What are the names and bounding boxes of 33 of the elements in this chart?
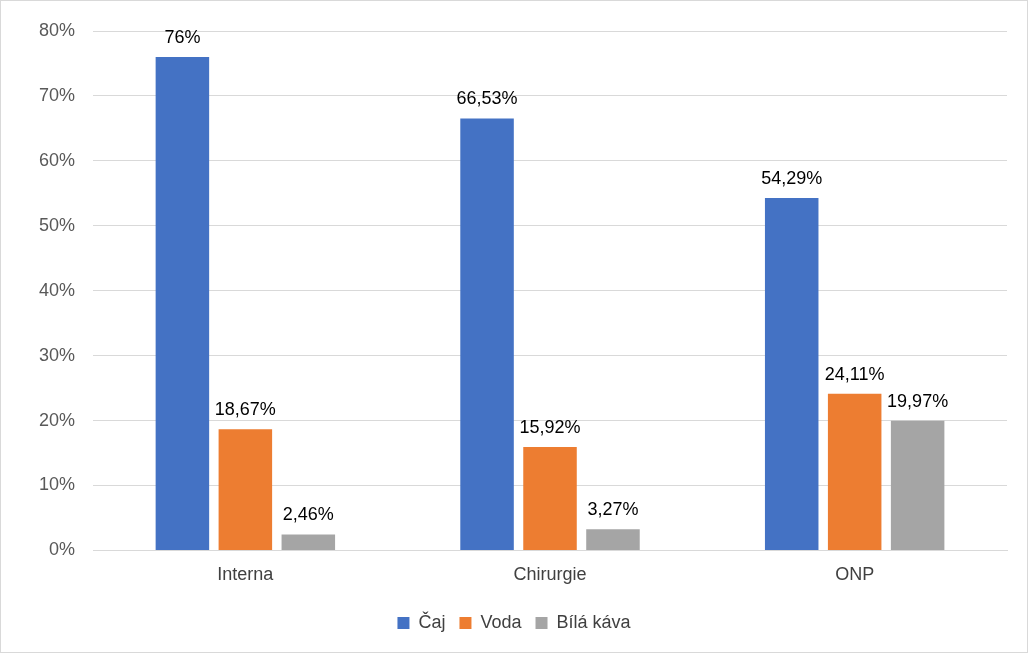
bar <box>218 429 273 550</box>
data-label: 66,53% <box>456 88 518 109</box>
legend-label: Čaj <box>418 610 446 632</box>
y-tick-label: 10% <box>39 474 76 495</box>
x-tick-label: Chirurgie <box>513 564 587 585</box>
data-label: 3,27% <box>587 499 639 520</box>
bar <box>281 534 336 550</box>
x-tick-label: ONP <box>835 564 875 585</box>
legend-label: Bílá káva <box>556 611 632 632</box>
data-label: 15,92% <box>519 417 581 438</box>
data-label: 24,11% <box>824 363 885 384</box>
data-label: 54,29% <box>761 167 823 188</box>
data-label: 18,67% <box>214 399 276 420</box>
data-label: 76% <box>164 26 201 47</box>
bar <box>827 393 882 550</box>
bar <box>586 529 640 550</box>
y-tick-label: 30% <box>39 344 76 365</box>
y-tick-label: 20% <box>39 409 76 430</box>
x-tick-label: Interna <box>217 564 275 585</box>
bar <box>764 197 819 550</box>
data-label: 19,97% <box>887 390 949 411</box>
y-tick-label: 80% <box>39 19 76 40</box>
bar <box>523 447 577 550</box>
y-tick-label: 0% <box>49 539 76 560</box>
data-label: 2,46% <box>282 504 334 525</box>
y-tick-label: 40% <box>39 279 76 300</box>
legend-label: Voda <box>480 611 523 632</box>
bar <box>155 56 210 550</box>
y-tick-label: 60% <box>39 149 76 170</box>
bar <box>890 420 945 550</box>
y-tick-label: 70% <box>39 84 76 105</box>
y-tick-label: 50% <box>39 214 76 235</box>
bar <box>460 118 514 550</box>
